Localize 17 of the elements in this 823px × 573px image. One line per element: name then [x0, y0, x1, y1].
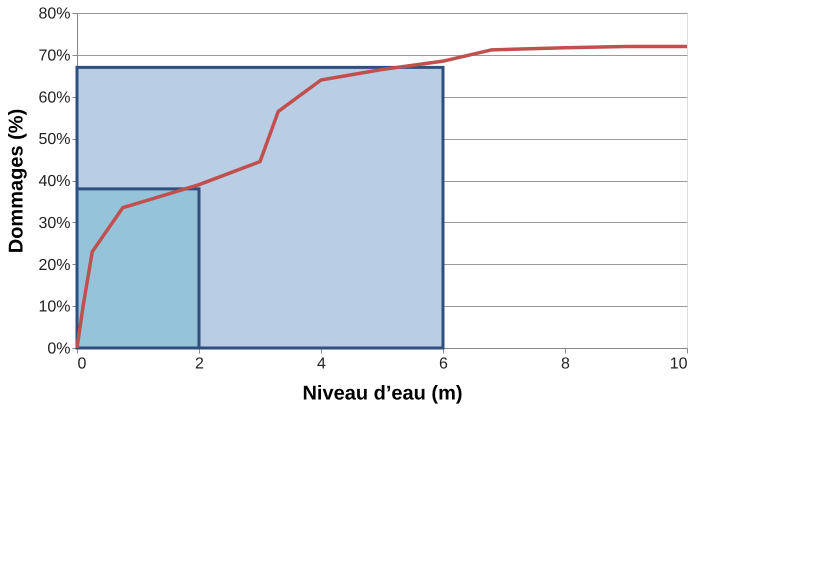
x-axis-title: Niveau d’eau (m) [302, 382, 463, 404]
y-tick-label: 10% [38, 298, 70, 316]
x-tick-label: 2 [195, 356, 204, 372]
x-tick-label: 0 [78, 356, 86, 372]
y-tick-label: 50% [38, 131, 70, 148]
x-tick-label: 8 [561, 356, 570, 372]
y-tick-label: 60% [38, 89, 70, 106]
x-tick-label: 4 [317, 356, 326, 372]
y-axis-title: Dommages (%) [5, 108, 28, 254]
y-tick-label: 0% [47, 340, 70, 358]
x-tick-label: 6 [439, 356, 448, 372]
y-tick-label: 20% [38, 256, 70, 274]
y-tick-label: 80% [38, 6, 70, 22]
y-tick-label: 30% [38, 214, 70, 232]
y-tick-label: 40% [38, 173, 70, 190]
x-tick-label: 10 [670, 356, 688, 372]
y-tick-label: 70% [38, 47, 70, 64]
